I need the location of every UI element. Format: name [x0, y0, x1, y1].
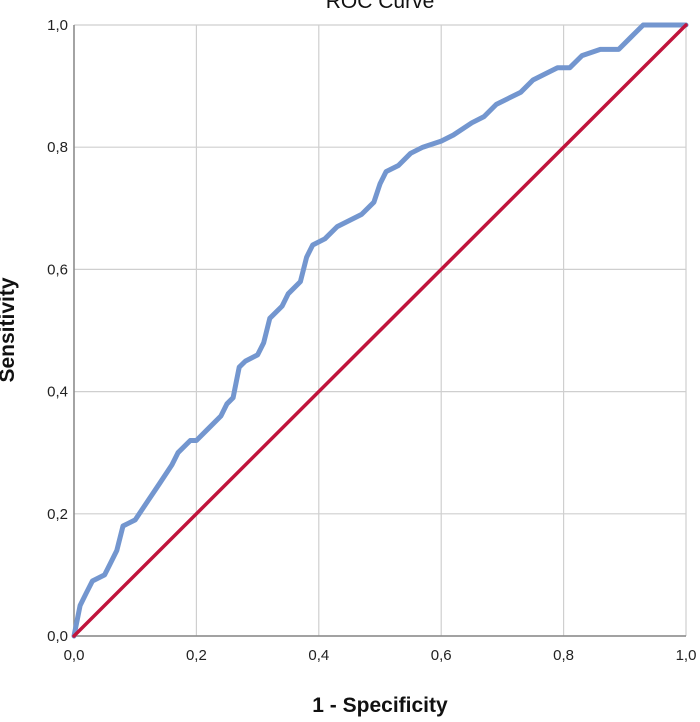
y-tick-labels: 0,0 0,2 0,4 0,6 0,8 1,0 [47, 17, 68, 645]
x-axis-label: 1 - Specificity [312, 694, 448, 717]
grid [73, 24, 687, 637]
x-tick-label: 0,0 [64, 647, 85, 664]
roc-curve-line [71, 22, 689, 639]
y-tick-label: 0,0 [47, 628, 68, 645]
y-tick-label: 0,6 [47, 261, 68, 278]
x-tick-label: 0,8 [553, 647, 574, 664]
x-tick-label: 0,6 [431, 647, 452, 664]
y-axis-label: Sensitivity [0, 277, 19, 382]
y-tick-label: 0,4 [47, 384, 68, 401]
x-tick-label: 0,2 [186, 647, 207, 664]
reference-diagonal-line [72, 23, 688, 638]
x-tick-label: 1,0 [676, 647, 697, 664]
series-layer [71, 22, 689, 639]
chart-title: ROC Curve [326, 0, 435, 13]
y-tick-label: 0,8 [47, 139, 68, 156]
x-tick-label: 0,4 [308, 647, 329, 664]
x-tick-labels: 0,0 0,2 0,4 0,6 0,8 1,0 [64, 647, 697, 664]
y-tick-label: 1,0 [47, 17, 68, 34]
y-tick-label: 0,2 [47, 506, 68, 523]
